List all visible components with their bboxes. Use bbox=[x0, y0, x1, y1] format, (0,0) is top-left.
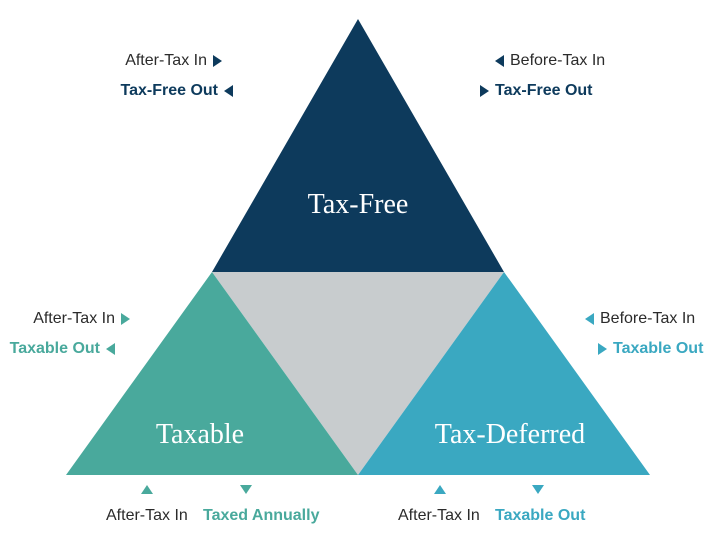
arrow-up-icon bbox=[434, 485, 446, 494]
annotation-left-out: Taxable Out bbox=[10, 340, 115, 358]
annotation-text: After-Tax In bbox=[33, 310, 115, 328]
annotation-bottom-left-in: After-Tax In bbox=[106, 507, 188, 525]
arrow-left-icon bbox=[224, 85, 233, 97]
annotation-top-left-out: Tax-Free Out bbox=[121, 82, 234, 100]
arrow-down-icon bbox=[532, 485, 544, 494]
arrow-down-icon bbox=[240, 485, 252, 494]
annotation-right-out: Taxable Out bbox=[598, 340, 703, 358]
annotation-text: Before-Tax In bbox=[510, 52, 605, 70]
arrow-left-icon bbox=[585, 313, 594, 325]
annotation-text: Taxable Out bbox=[613, 340, 703, 358]
annotation-text: Taxed Annually bbox=[203, 507, 319, 525]
annotation-text: After-Tax In bbox=[106, 507, 188, 525]
annotation-bottom-right-in: After-Tax In bbox=[398, 507, 480, 525]
annotation-right-in: Before-Tax In bbox=[585, 310, 695, 328]
annotation-text: Taxable Out bbox=[10, 340, 100, 358]
triangle-top bbox=[212, 19, 504, 272]
arrow-left-icon bbox=[495, 55, 504, 67]
arrow-left-icon bbox=[106, 343, 115, 355]
annotation-text: Tax-Free Out bbox=[121, 82, 219, 100]
annotation-left-in: After-Tax In bbox=[33, 310, 130, 328]
tax-triangle-diagram: Tax-Free Taxable Tax-Deferred After-Tax … bbox=[0, 0, 717, 539]
annotation-text: Before-Tax In bbox=[600, 310, 695, 328]
annotation-text: Tax-Free Out bbox=[495, 82, 593, 100]
annotation-text: After-Tax In bbox=[125, 52, 207, 70]
annotation-top-right-in: Before-Tax In bbox=[495, 52, 605, 70]
annotation-bottom-left-out: Taxed Annually bbox=[203, 507, 319, 525]
arrow-up-icon bbox=[141, 485, 153, 494]
arrow-right-icon bbox=[598, 343, 607, 355]
annotation-bottom-right-out: Taxable Out bbox=[495, 507, 585, 525]
annotation-text: After-Tax In bbox=[398, 507, 480, 525]
arrow-right-icon bbox=[121, 313, 130, 325]
annotation-top-left-in: After-Tax In bbox=[125, 52, 222, 70]
annotation-text: Taxable Out bbox=[495, 507, 585, 525]
triangle-svg bbox=[0, 0, 717, 539]
arrow-right-icon bbox=[480, 85, 489, 97]
annotation-top-right-out: Tax-Free Out bbox=[480, 82, 593, 100]
arrow-right-icon bbox=[213, 55, 222, 67]
